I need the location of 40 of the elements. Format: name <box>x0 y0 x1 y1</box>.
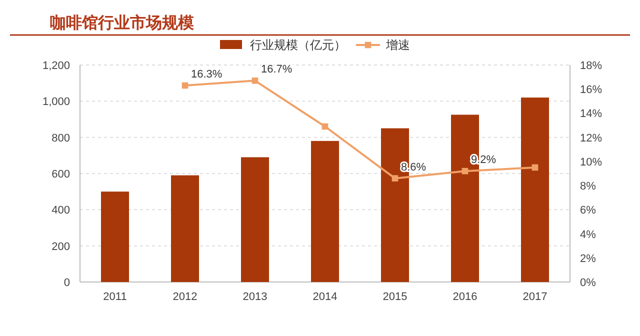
y-tick-label: 1,000 <box>42 96 70 108</box>
bar <box>171 175 199 282</box>
legend-label: 行业规模（亿元） <box>250 38 346 52</box>
y2-tick-label: 0% <box>580 277 596 289</box>
y-tick-label: 0 <box>64 277 70 289</box>
y2-tick-label: 2% <box>580 252 596 265</box>
bar <box>241 157 269 282</box>
bar <box>311 140 339 282</box>
x-tick-label: 2012 <box>172 291 198 303</box>
x-tick-label: 2016 <box>452 291 478 303</box>
y-tick-label: 800 <box>52 132 70 144</box>
y2-tick-label: 16% <box>580 84 602 96</box>
y2-tick-label: 8% <box>580 180 596 193</box>
y2-tick-label: 10% <box>580 156 602 168</box>
point <box>532 164 538 171</box>
data-label: 16.7% <box>261 64 292 76</box>
data-label: 16.3% <box>191 68 222 80</box>
bar <box>101 192 129 282</box>
legend-label: 增速 <box>385 38 410 52</box>
y-tick-label: 600 <box>52 168 70 180</box>
y2-tick-label: 12% <box>580 132 602 144</box>
y2-tick-label: 4% <box>580 228 596 241</box>
y-tick-label: 1,200 <box>42 60 70 72</box>
x-tick-label: 2011 <box>103 291 127 303</box>
x-tick-label: 2015 <box>382 291 408 303</box>
y2-tick-label: 14% <box>580 108 602 120</box>
y2-tick-label: 18% <box>580 60 602 72</box>
x-tick-label: 2014 <box>312 291 338 303</box>
y-tick-label: 400 <box>52 204 70 217</box>
chart-title: 咖啡馆行业市场规模 <box>50 14 194 32</box>
x-tick-label: 2013 <box>242 291 268 303</box>
point <box>462 168 468 174</box>
y2-tick-label: 6% <box>580 204 596 217</box>
point <box>322 123 328 130</box>
x-tick-label: 2017 <box>522 291 548 303</box>
point <box>182 82 188 89</box>
bar <box>521 98 549 282</box>
y-tick-label: 200 <box>52 240 70 253</box>
point <box>392 175 398 182</box>
point <box>252 78 258 84</box>
